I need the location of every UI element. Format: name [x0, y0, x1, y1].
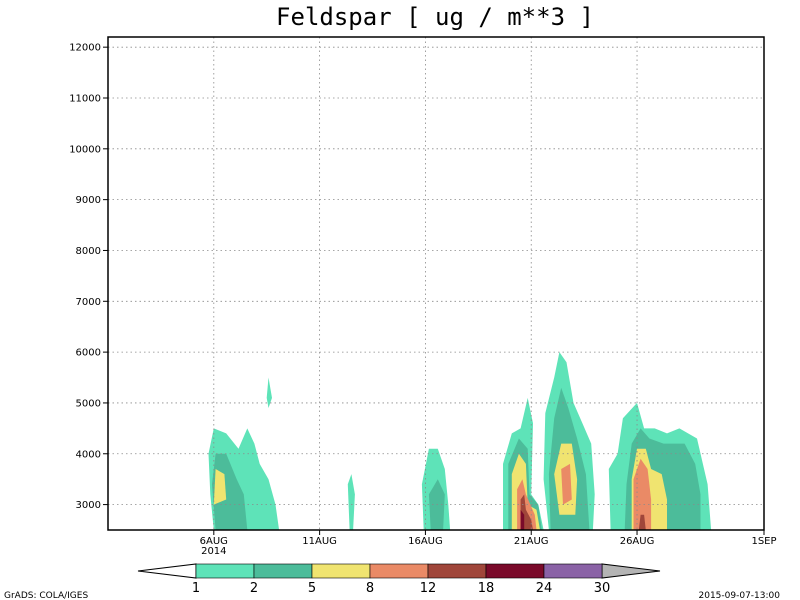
colorbar-label: 30: [594, 581, 611, 596]
contour-region: [561, 463, 572, 505]
chart-title: Feldspar [ ug / m**3 ]: [276, 3, 594, 31]
x-tick-label: 11AUG: [302, 536, 337, 547]
y-tick-label: 9000: [76, 195, 101, 206]
colorbar-label: 8: [366, 581, 374, 596]
plot-area-frame: [107, 36, 765, 531]
y-tick-label: 12000: [69, 43, 101, 54]
footer-right-text: 2015-09-07-13:00: [699, 591, 781, 600]
colorbar-swatch: [195, 563, 255, 579]
colorbar-label: 5: [308, 581, 316, 596]
colorbar-label: 1: [192, 581, 200, 596]
colorbar-swatch: [253, 563, 313, 579]
contour-region: [633, 458, 652, 530]
x-tick-label: 1SEP: [751, 536, 776, 547]
colorbar-swatch: [485, 563, 545, 579]
contour-regions: [208, 352, 712, 530]
colorbar-legend: 1 2 5 8 12 18 24 30: [137, 563, 661, 596]
y-tick-label: 8000: [76, 246, 101, 257]
x-tick-label: 21AUG: [514, 536, 549, 547]
x-tick-sublabel: 2014: [201, 546, 226, 557]
y-tick-label: 4000: [76, 449, 101, 460]
colorbar-label: 24: [536, 581, 553, 596]
y-tick-label: 3000: [76, 500, 101, 511]
y-tick-label: 5000: [76, 398, 101, 409]
colorbar-swatch: [311, 563, 371, 579]
contour-region: [520, 509, 525, 530]
colorbar-lower-triangle: [137, 563, 197, 579]
x-tick-label: 6AUG: [200, 536, 228, 547]
grid-lines: [108, 37, 765, 530]
y-tick-label: 6000: [76, 348, 101, 359]
x-tick-label: 16AUG: [408, 536, 443, 547]
colorbar-label: 2: [250, 581, 258, 596]
contour-region: [213, 469, 227, 505]
colorbar-swatch: [543, 563, 603, 579]
colorbar-upper-triangle: [601, 563, 661, 579]
colorbar-swatch: [427, 563, 487, 579]
x-tick-label: 26AUG: [620, 536, 655, 547]
y-tick-label: 10000: [69, 144, 101, 155]
y-tick-label: 7000: [76, 297, 101, 308]
colorbar-label: 18: [478, 581, 495, 596]
contour-region: [266, 377, 272, 408]
contour-region: [638, 514, 646, 530]
contour-region: [347, 474, 355, 530]
y-tick-label: 11000: [69, 93, 101, 104]
y-axis: 3000 4000 5000 6000 7000 8000 9000 10000 11000 12…: [69, 43, 108, 511]
footer-left-text: GrADS: COLA/IGES: [4, 591, 88, 600]
colorbar-swatch: [369, 563, 429, 579]
colorbar-label: 12: [420, 581, 437, 596]
